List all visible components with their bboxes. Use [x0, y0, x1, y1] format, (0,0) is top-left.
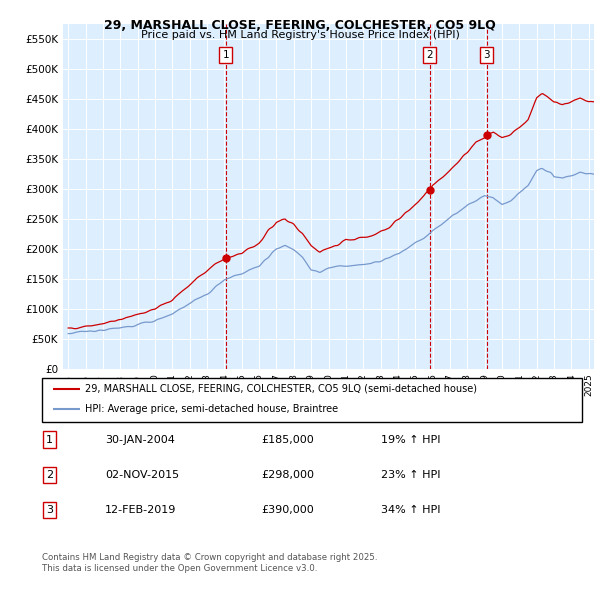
Text: 29, MARSHALL CLOSE, FEERING, COLCHESTER, CO5 9LQ (semi-detached house): 29, MARSHALL CLOSE, FEERING, COLCHESTER,… [85, 384, 477, 394]
Text: 1: 1 [223, 50, 229, 60]
Text: 3: 3 [46, 506, 53, 515]
Text: £185,000: £185,000 [261, 435, 314, 444]
Text: Contains HM Land Registry data © Crown copyright and database right 2025.
This d: Contains HM Land Registry data © Crown c… [42, 553, 377, 573]
Text: 30-JAN-2004: 30-JAN-2004 [105, 435, 175, 444]
Text: £298,000: £298,000 [261, 470, 314, 480]
Text: 19% ↑ HPI: 19% ↑ HPI [381, 435, 440, 444]
Text: 12-FEB-2019: 12-FEB-2019 [105, 506, 176, 515]
Text: 2: 2 [427, 50, 433, 60]
Text: £390,000: £390,000 [261, 506, 314, 515]
Text: 2: 2 [46, 470, 53, 480]
Text: 29, MARSHALL CLOSE, FEERING, COLCHESTER, CO5 9LQ: 29, MARSHALL CLOSE, FEERING, COLCHESTER,… [104, 19, 496, 32]
Text: Price paid vs. HM Land Registry's House Price Index (HPI): Price paid vs. HM Land Registry's House … [140, 30, 460, 40]
Text: 23% ↑ HPI: 23% ↑ HPI [381, 470, 440, 480]
Text: 1: 1 [46, 435, 53, 444]
Text: 02-NOV-2015: 02-NOV-2015 [105, 470, 179, 480]
Text: 3: 3 [484, 50, 490, 60]
Text: HPI: Average price, semi-detached house, Braintree: HPI: Average price, semi-detached house,… [85, 405, 338, 414]
Text: 34% ↑ HPI: 34% ↑ HPI [381, 506, 440, 515]
